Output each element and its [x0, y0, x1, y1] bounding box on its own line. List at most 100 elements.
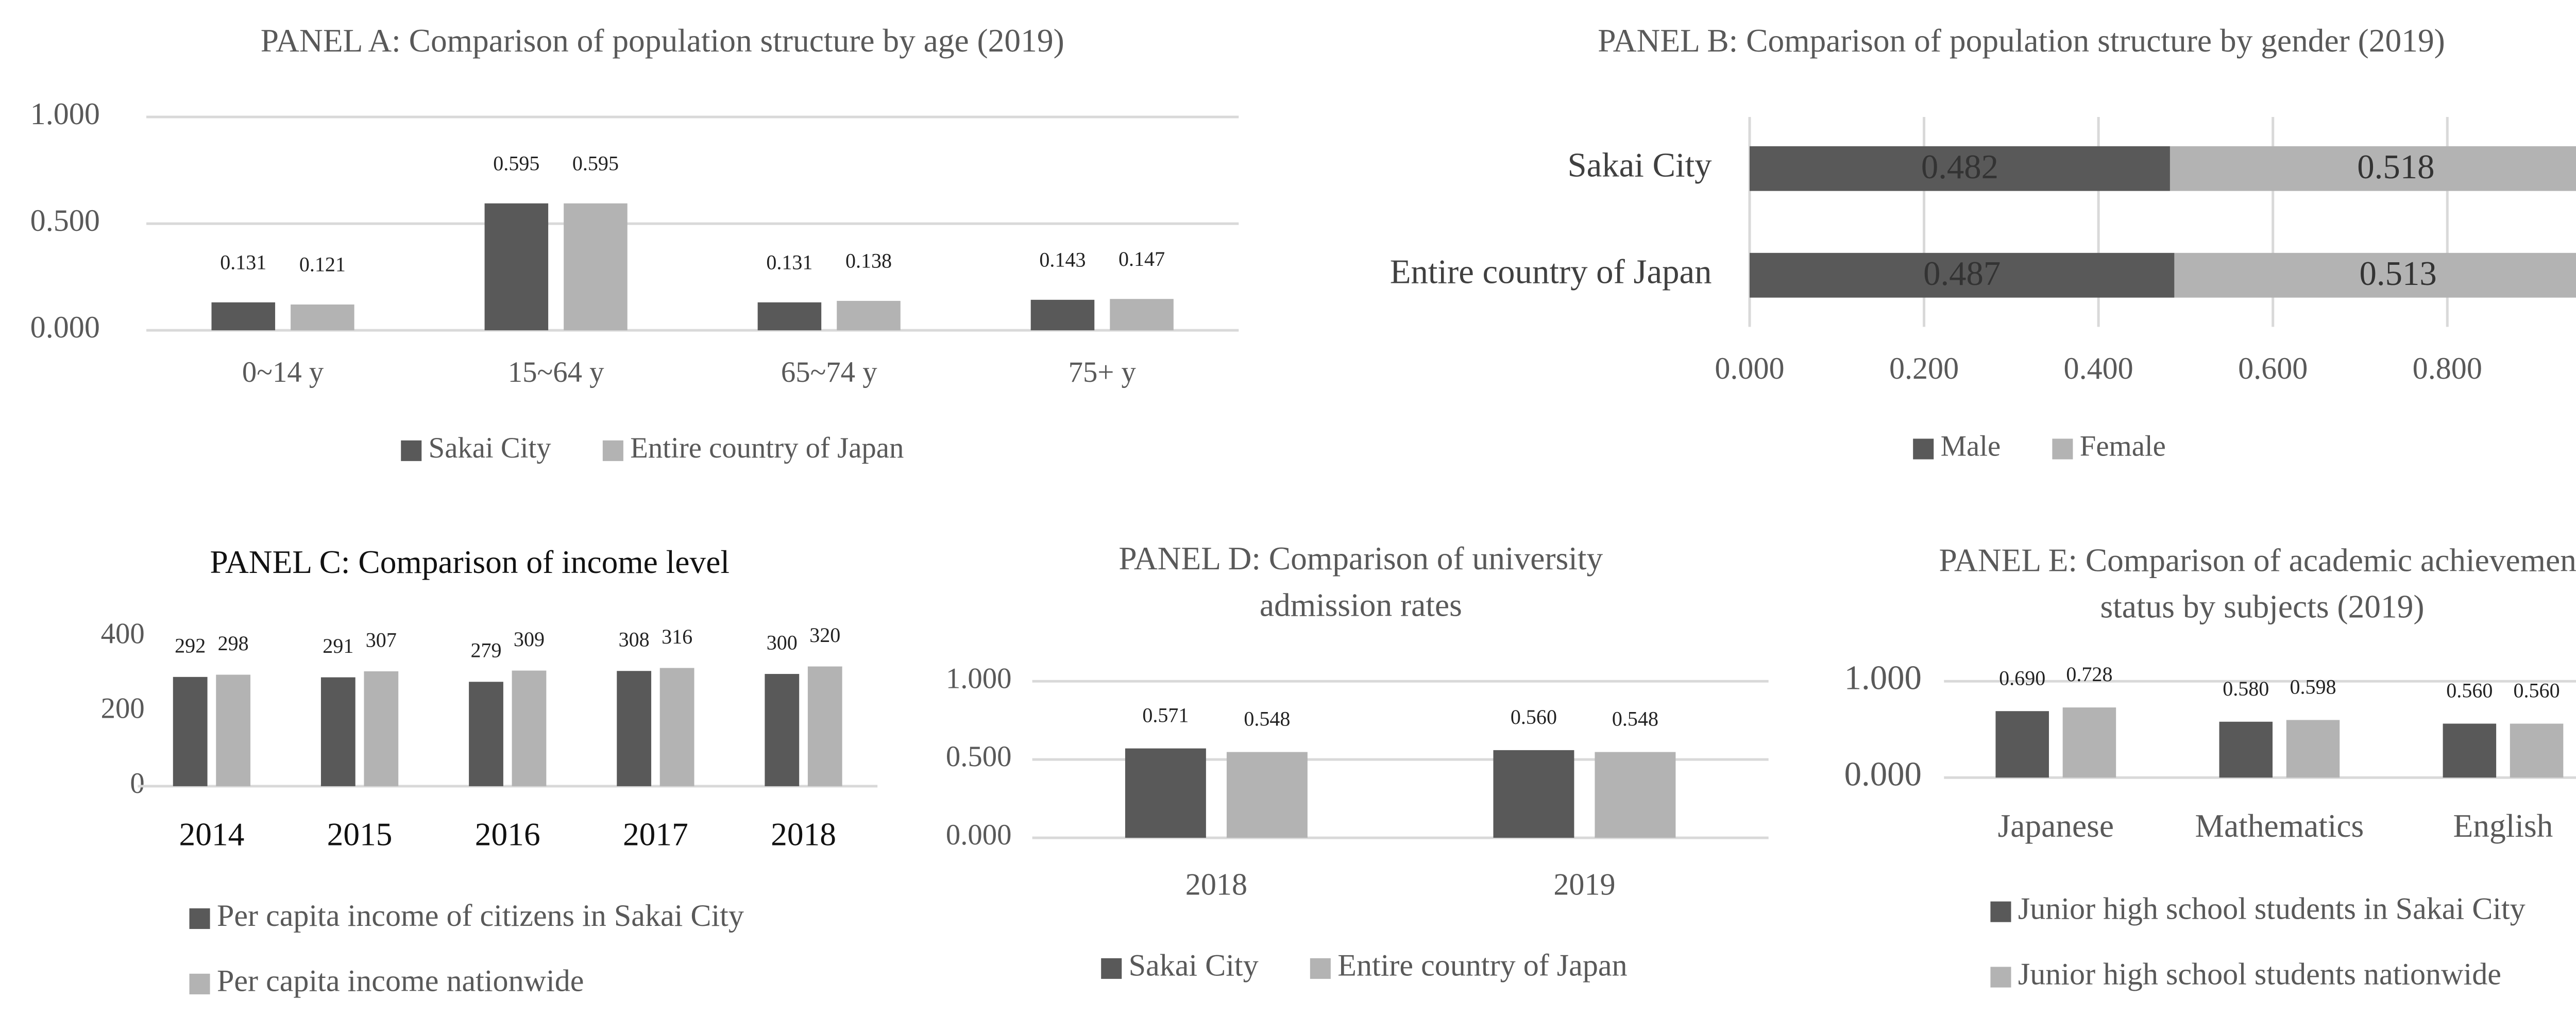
value-label: 0.147 — [1118, 247, 1165, 270]
value-label: 0.595 — [493, 151, 539, 175]
legend-label: Female — [2080, 430, 2166, 463]
value-label: 0.560 — [1511, 705, 1557, 729]
bar — [1995, 711, 2049, 778]
y-tick-label: 1.000 — [1844, 659, 1922, 697]
bar — [757, 302, 822, 331]
bar — [2443, 723, 2497, 778]
bar — [320, 677, 355, 786]
value-label: 291 — [323, 634, 353, 657]
value-label: 0.580 — [2223, 677, 2269, 700]
legend-label: Sakai City — [429, 432, 552, 464]
bar — [2062, 707, 2116, 778]
bar — [216, 674, 251, 786]
value-label: 0.138 — [845, 249, 892, 273]
y-tick-label: Sakai City — [1567, 147, 1712, 184]
bar — [2286, 720, 2340, 778]
legend-label: Sakai City — [1129, 949, 1259, 983]
legend-swatch — [189, 973, 210, 994]
value-label: 0.560 — [2514, 679, 2560, 702]
x-tick-label: Mathematics — [2195, 807, 2364, 844]
bar — [173, 676, 208, 786]
x-tick-label: 2017 — [623, 816, 688, 853]
bar — [469, 682, 503, 786]
bar — [1226, 752, 1308, 838]
bar — [291, 304, 354, 331]
legend-label: Entire country of Japan — [630, 432, 904, 464]
x-tick-label: 0.400 — [2064, 351, 2133, 386]
x-tick-label: English — [2453, 807, 2553, 844]
bar — [564, 203, 628, 331]
y-tick-label: 0.000 — [30, 310, 100, 345]
bar — [1030, 299, 1095, 331]
chart-title-box: PANEL A: Comparison of population struct… — [260, 24, 1064, 60]
x-tick-label: 15~64 y — [508, 356, 604, 388]
x-tick-label: 2018 — [1185, 868, 1247, 902]
value-label: 0.598 — [2290, 675, 2336, 698]
legend-swatch — [602, 440, 623, 461]
legend-label: Per capita income nationwide — [217, 964, 584, 999]
value-label: 0.560 — [2446, 679, 2493, 702]
bar — [211, 302, 276, 331]
value-label: 0.548 — [1244, 707, 1290, 731]
x-tick-label: 0.600 — [2238, 351, 2308, 386]
x-tick-label: 2018 — [771, 816, 836, 853]
x-tick-label: Japanese — [1998, 807, 2114, 844]
value-label: 307 — [366, 628, 397, 651]
bar — [484, 203, 549, 331]
legend-swatch — [1990, 901, 2011, 922]
value-label: 0.131 — [766, 251, 812, 274]
value-label: 316 — [662, 625, 692, 648]
value-label: 0.131 — [220, 251, 266, 274]
y-tick-label: 1.000 — [30, 97, 100, 131]
value-label: 320 — [809, 623, 840, 647]
chart-title: PANEL D: Comparison of university admiss… — [1118, 542, 1603, 625]
x-tick-label: 2014 — [179, 816, 244, 853]
bar — [617, 671, 652, 786]
y-tick-label: 1.000 — [946, 662, 1012, 695]
legend-swatch — [1913, 438, 1934, 460]
y-tick-label: 0.500 — [946, 740, 1012, 773]
bar — [2510, 723, 2564, 778]
chart-title: PANEL B: Comparison of population struct… — [1598, 24, 2445, 60]
bar — [659, 668, 694, 786]
x-tick-label: 0.000 — [1715, 351, 1784, 386]
value-label: 300 — [767, 631, 798, 654]
value-label: 0.728 — [2066, 663, 2112, 686]
bar — [1595, 752, 1676, 838]
legend-swatch — [2052, 438, 2073, 460]
y-tick-label: Entire country of Japan — [1390, 253, 1712, 291]
x-tick-label: 2019 — [1553, 868, 1615, 902]
bar — [1125, 748, 1206, 838]
value-label: 279 — [470, 639, 501, 662]
x-tick-label: 2016 — [475, 816, 540, 853]
value-label: 0.690 — [1999, 666, 2045, 689]
value-label: 0.518 — [2357, 148, 2434, 186]
bar — [1110, 299, 1174, 331]
value-label: 0.487 — [1923, 255, 2001, 293]
legend-label: Junior high school students nationwide — [2018, 957, 2501, 991]
legend-swatch — [1990, 967, 2011, 988]
y-tick-label: 400 — [101, 617, 145, 650]
legend-swatch — [189, 908, 210, 929]
legend-label: Per capita income of citizens in Sakai C… — [217, 899, 744, 933]
bar-segment — [1749, 146, 2170, 191]
y-tick-label: 0.000 — [946, 819, 1012, 851]
chart-title: PANEL E: Comparison of academic achievem… — [1939, 544, 2576, 627]
chart-title: PANEL A: Comparison of population struct… — [260, 24, 1064, 60]
value-label: 292 — [175, 634, 206, 657]
bar — [837, 300, 901, 331]
legend-label: Entire country of Japan — [1337, 949, 1627, 983]
chart-title-box: PANEL D: Comparison of university admiss… — [1118, 542, 1603, 625]
legend-label: Junior high school students in Sakai Cit… — [2018, 891, 2526, 926]
bar — [807, 666, 842, 786]
bar — [512, 670, 547, 786]
value-label: 309 — [514, 628, 545, 651]
value-label: 0.143 — [1039, 248, 1086, 272]
x-tick-label: 75+ y — [1069, 356, 1137, 388]
chart-title-box: PANEL E: Comparison of academic achievem… — [1939, 544, 2576, 627]
x-tick-label: 65~74 y — [781, 356, 877, 388]
bar — [765, 674, 800, 786]
value-label: 298 — [218, 632, 249, 655]
